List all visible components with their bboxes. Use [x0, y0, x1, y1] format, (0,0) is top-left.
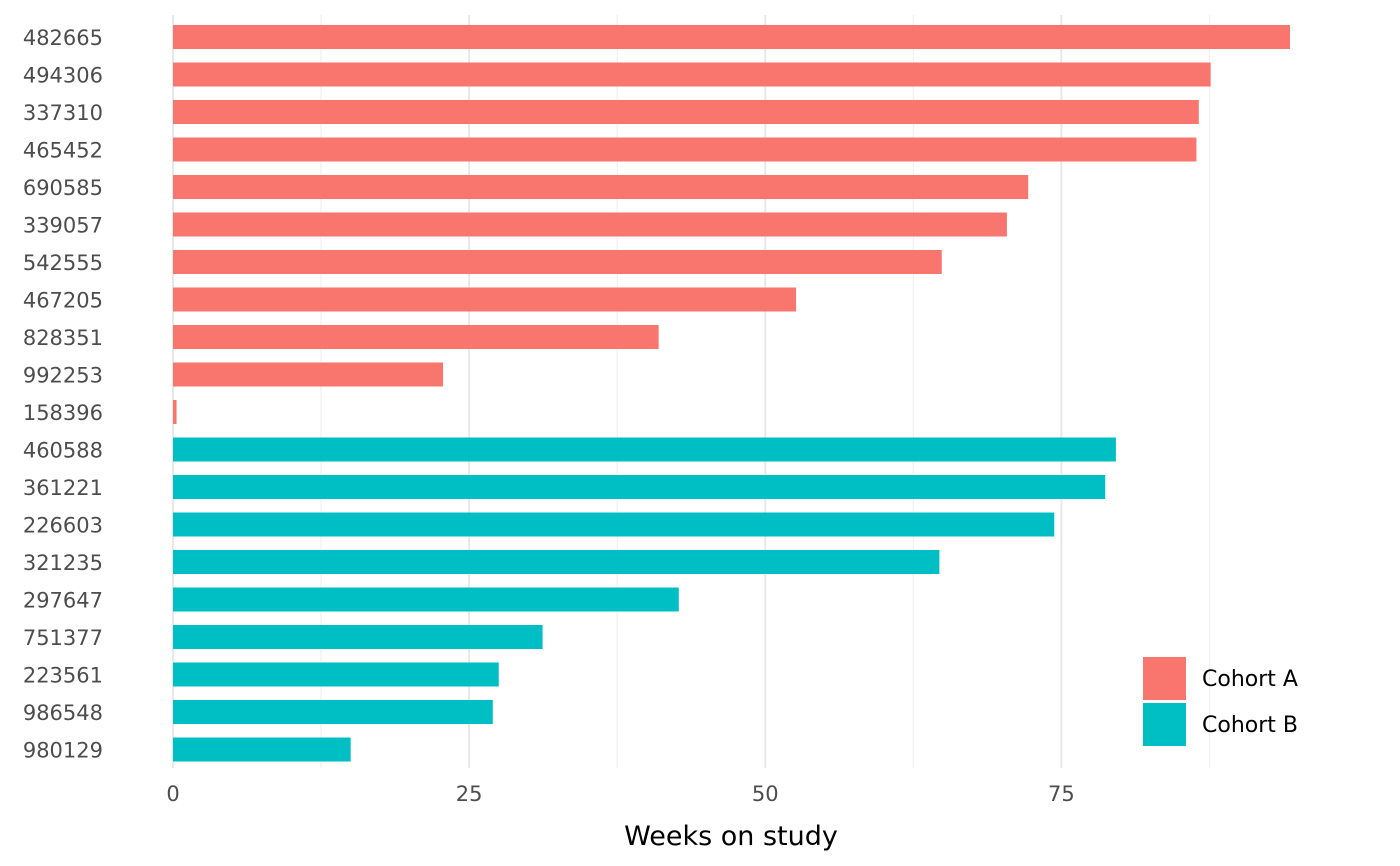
bar-992253: [173, 362, 444, 387]
bar-297647: [173, 587, 679, 612]
bar-828351: [173, 325, 659, 349]
bar-321235: [173, 550, 940, 574]
x-axis-labels: 0 25 50 75: [166, 782, 1074, 806]
bar-467205: [173, 287, 797, 312]
y-tick-label: 465452: [23, 139, 103, 163]
legend-swatch: [1143, 703, 1186, 746]
x-tick-label: 25: [456, 782, 483, 806]
y-tick-label: 992253: [23, 364, 103, 388]
y-tick-label: 361221: [23, 476, 103, 500]
bar-986548: [173, 700, 493, 724]
y-tick-label: 828351: [23, 326, 103, 350]
y-tick-label: 339057: [23, 214, 103, 238]
grid-lines: [172, 15, 1211, 768]
y-tick-label: 337310: [23, 101, 103, 125]
bar-339057: [173, 212, 1007, 237]
legend: Cohort A Cohort B: [1143, 657, 1298, 746]
bar-465452: [173, 137, 1197, 162]
bar-226603: [173, 512, 1055, 537]
x-tick-label: 0: [166, 782, 179, 806]
y-tick-label: 494306: [23, 64, 103, 88]
legend-label: Cohort B: [1202, 713, 1298, 738]
bar-494306: [173, 62, 1211, 87]
y-tick-label: 482665: [23, 26, 103, 50]
bar-690585: [173, 175, 1029, 199]
y-tick-label: 297647: [23, 589, 103, 613]
bar-460588: [173, 437, 1116, 462]
bar-542555: [173, 250, 942, 274]
bar-223561: [173, 662, 499, 687]
y-tick-label: 542555: [23, 251, 103, 275]
y-tick-label: 226603: [23, 514, 103, 538]
bar-337310: [173, 100, 1199, 124]
bars: [173, 25, 1290, 762]
x-tick-label: 75: [1048, 782, 1075, 806]
y-tick-label: 980129: [23, 739, 103, 763]
y-tick-label: 460588: [23, 439, 103, 463]
legend-swatch: [1143, 657, 1186, 700]
y-tick-label: 986548: [23, 701, 103, 725]
y-tick-label: 690585: [23, 176, 103, 200]
y-tick-label: 467205: [23, 289, 103, 313]
y-tick-label: 223561: [23, 664, 103, 688]
bar-158396: [173, 400, 177, 424]
bar-482665: [173, 25, 1290, 49]
y-tick-label: 751377: [23, 626, 103, 650]
y-tick-label: 158396: [23, 401, 103, 425]
bar-751377: [173, 625, 543, 649]
y-tick-label: 321235: [23, 551, 103, 575]
bar-980129: [173, 737, 351, 762]
x-axis-title: Weeks on study: [624, 821, 838, 852]
legend-label: Cohort A: [1202, 667, 1298, 692]
bar-361221: [173, 475, 1106, 499]
x-tick-label: 50: [752, 782, 779, 806]
y-axis-labels: 482665 494306 337310 465452 690585 339057 5425…: [23, 26, 103, 763]
